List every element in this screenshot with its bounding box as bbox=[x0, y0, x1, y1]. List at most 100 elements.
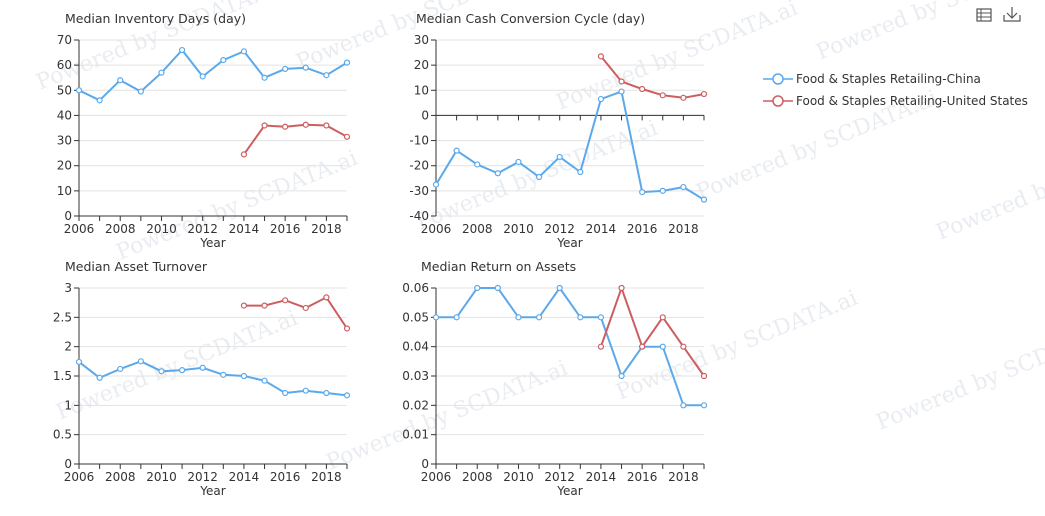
toolbox bbox=[976, 7, 1021, 22]
data-point[interactable] bbox=[220, 57, 227, 64]
data-point[interactable] bbox=[261, 302, 268, 309]
data-point[interactable] bbox=[343, 59, 351, 66]
data-point[interactable] bbox=[432, 314, 440, 321]
data-point[interactable] bbox=[261, 74, 268, 81]
data-point[interactable] bbox=[117, 365, 124, 373]
data-point[interactable] bbox=[158, 69, 165, 76]
legend-item-united-states[interactable]: Food & Staples Retailing-United States bbox=[763, 94, 1028, 108]
data-point[interactable] bbox=[453, 147, 460, 154]
data-point[interactable] bbox=[323, 294, 330, 301]
data-point[interactable] bbox=[117, 77, 124, 84]
data-point[interactable] bbox=[639, 85, 646, 93]
data-point[interactable] bbox=[680, 183, 687, 191]
data-point[interactable] bbox=[282, 297, 289, 304]
y-tick-label: 0.06 bbox=[402, 281, 429, 295]
data-point[interactable] bbox=[474, 161, 481, 168]
data-point[interactable] bbox=[597, 53, 605, 60]
data-point[interactable] bbox=[556, 153, 563, 161]
data-point[interactable] bbox=[597, 314, 605, 321]
y-tick-label: 40 bbox=[57, 108, 72, 122]
watermark-text: Powered by SCDATA.ai bbox=[323, 356, 571, 476]
data-point[interactable] bbox=[343, 133, 351, 140]
watermark-text: Powered by SCDATA.ai bbox=[113, 146, 361, 266]
x-tick-label: 2006 bbox=[421, 470, 452, 484]
data-point[interactable] bbox=[474, 284, 481, 292]
data-point[interactable] bbox=[302, 121, 309, 128]
data-point[interactable] bbox=[96, 374, 103, 381]
y-tick-label: -10 bbox=[409, 134, 429, 148]
data-point[interactable] bbox=[240, 151, 248, 158]
data-point[interactable] bbox=[178, 46, 186, 54]
y-tick-label: 0.05 bbox=[402, 310, 429, 324]
data-point[interactable] bbox=[240, 302, 248, 309]
data-point[interactable] bbox=[137, 358, 144, 365]
data-point[interactable] bbox=[556, 284, 563, 292]
data-point[interactable] bbox=[680, 94, 687, 101]
data-point[interactable] bbox=[535, 173, 543, 181]
data-point[interactable] bbox=[261, 377, 268, 384]
data-point[interactable] bbox=[618, 88, 625, 95]
data-point[interactable] bbox=[680, 343, 687, 350]
data-point[interactable] bbox=[302, 387, 309, 394]
x-tick-label: 2018 bbox=[668, 470, 699, 484]
data-point[interactable] bbox=[96, 97, 103, 104]
data-point[interactable] bbox=[700, 90, 708, 98]
data-point[interactable] bbox=[261, 122, 268, 129]
download-icon[interactable] bbox=[1003, 7, 1021, 22]
data-point[interactable] bbox=[323, 122, 330, 129]
data-point[interactable] bbox=[199, 364, 206, 371]
data-point[interactable] bbox=[659, 314, 666, 321]
data-point[interactable] bbox=[158, 368, 165, 375]
data-point[interactable] bbox=[577, 168, 584, 176]
data-point[interactable] bbox=[432, 181, 440, 188]
data-point[interactable] bbox=[282, 123, 289, 130]
data-point[interactable] bbox=[282, 65, 289, 73]
data-point[interactable] bbox=[178, 367, 186, 374]
data-point[interactable] bbox=[515, 158, 522, 166]
x-tick-label: 2008 bbox=[462, 470, 493, 484]
watermark-text: Powered by SCDATA.ai bbox=[873, 316, 1045, 436]
data-point[interactable] bbox=[240, 48, 248, 55]
data-point[interactable] bbox=[302, 64, 309, 71]
data-point[interactable] bbox=[680, 402, 687, 409]
data-point[interactable] bbox=[343, 325, 351, 332]
chart-panel-3: Median Asset Turnover 0 0.5 1 1.5 2 2.5 3 2006 20… bbox=[53, 259, 351, 498]
x-tick-label: 2012 bbox=[187, 470, 218, 484]
data-point[interactable] bbox=[659, 92, 666, 99]
data-point[interactable] bbox=[199, 73, 206, 80]
data-point[interactable] bbox=[618, 284, 625, 292]
data-point[interactable] bbox=[618, 78, 625, 85]
data-point[interactable] bbox=[639, 189, 646, 196]
data-view-icon[interactable] bbox=[976, 8, 992, 22]
data-point[interactable] bbox=[323, 72, 330, 79]
data-point[interactable] bbox=[240, 372, 248, 380]
x-tick-label: 2006 bbox=[64, 470, 95, 484]
data-point[interactable] bbox=[323, 389, 330, 397]
x-tick-label: 2014 bbox=[586, 222, 617, 236]
y-tick-label: 30 bbox=[414, 33, 429, 47]
data-point[interactable] bbox=[453, 314, 460, 321]
data-point[interactable] bbox=[494, 170, 501, 177]
data-point[interactable] bbox=[302, 304, 309, 312]
data-point[interactable] bbox=[494, 284, 501, 292]
y-tick-label: 0.04 bbox=[402, 340, 429, 354]
data-point[interactable] bbox=[535, 314, 543, 321]
data-point[interactable] bbox=[700, 196, 708, 203]
data-point[interactable] bbox=[343, 392, 351, 399]
data-point[interactable] bbox=[597, 343, 605, 350]
data-point[interactable] bbox=[639, 343, 646, 350]
data-point[interactable] bbox=[700, 402, 708, 409]
data-point[interactable] bbox=[137, 88, 144, 95]
data-point[interactable] bbox=[659, 187, 666, 194]
data-point[interactable] bbox=[700, 372, 708, 380]
data-point[interactable] bbox=[75, 358, 83, 366]
data-point[interactable] bbox=[577, 314, 584, 321]
data-point[interactable] bbox=[282, 389, 289, 397]
data-point[interactable] bbox=[618, 372, 625, 380]
data-point[interactable] bbox=[659, 343, 666, 350]
data-point[interactable] bbox=[220, 371, 227, 378]
data-point[interactable] bbox=[75, 87, 83, 94]
data-point[interactable] bbox=[515, 314, 522, 321]
legend-item-china[interactable]: Food & Staples Retailing-China bbox=[763, 72, 981, 86]
data-point[interactable] bbox=[597, 95, 605, 103]
